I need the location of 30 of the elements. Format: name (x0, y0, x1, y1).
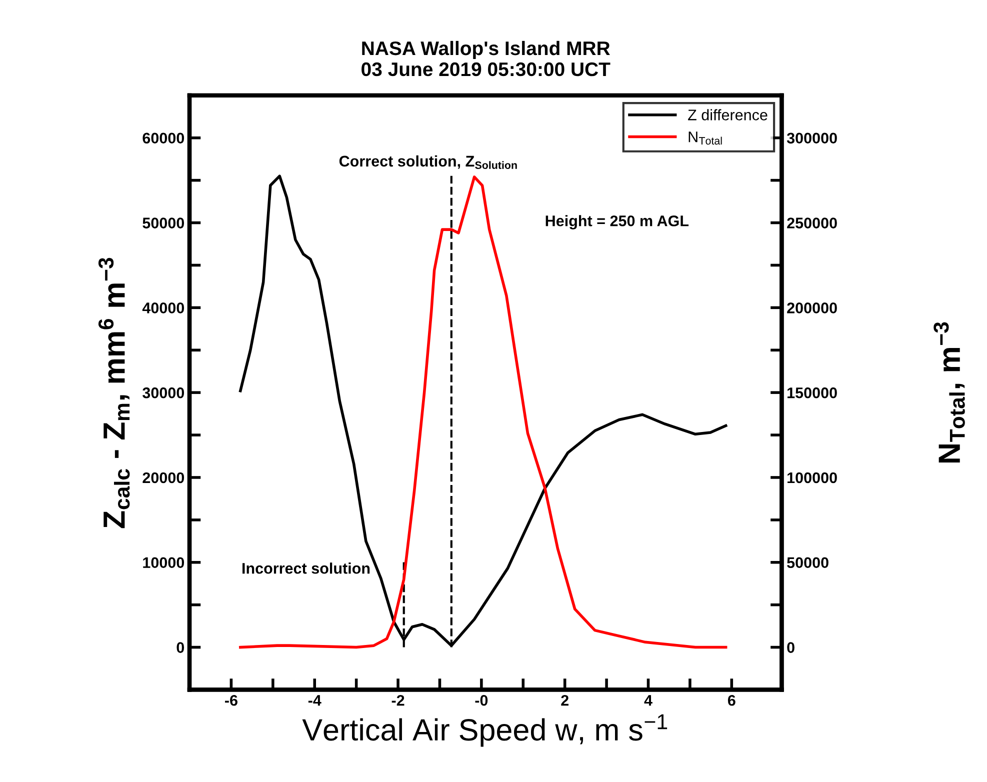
legend-label: N$_{Total}$ (688, 132, 722, 145)
chart-title: NASA Wallop's Island MRR 03 June 2019 05:30:00 UCT (362, 40, 610, 76)
y-axis-title: Z$_{calc}$ - Z$_{m}$, mm$^{6}$ m$^{−3}$ (98, 258, 130, 528)
y-tick-label: 60000 (142, 132, 184, 144)
y-tick-label: 0 (176, 642, 184, 653)
y2-tick-label: 300000 (786, 132, 837, 144)
x-tick-label: -6 (225, 694, 238, 706)
x-axis-title: Vertical Air Speed w, m s$^{−1}$ (302, 714, 668, 747)
y-tick-label: 10000 (143, 557, 184, 568)
ref-line-label: Incorrect solution (242, 562, 370, 574)
y-tick-label: 20000 (142, 472, 184, 484)
y2-tick-label: 50000 (787, 557, 828, 568)
x-tick-label: 6 (728, 694, 736, 706)
legend-label: Z difference (688, 109, 768, 120)
y2-tick-label: 150000 (788, 387, 837, 398)
ref-line-label: Correct solution, Z$_{Solution}$ (339, 155, 517, 169)
annotation: Height = 250 m AGL (546, 215, 689, 230)
y2-tick-label: 250000 (787, 218, 837, 228)
y2-tick-label: 0 (787, 642, 794, 653)
x-tick-label: -4 (308, 695, 322, 706)
x-tick-label: 4 (644, 695, 652, 706)
y2-tick-label: 100000 (788, 472, 837, 484)
x-tick-label: -2 (392, 694, 404, 706)
y-tick-label: 50000 (142, 218, 184, 228)
x-tick-label: -0 (475, 694, 488, 706)
y-tick-label: 30000 (142, 387, 184, 398)
y2-tick-label: 200000 (787, 302, 837, 314)
x-tick-label: 2 (561, 694, 568, 706)
y-tick-label: 40000 (142, 302, 184, 314)
y2-axis-title: N$_{Total}$, m$^{−3}$ (934, 322, 965, 462)
